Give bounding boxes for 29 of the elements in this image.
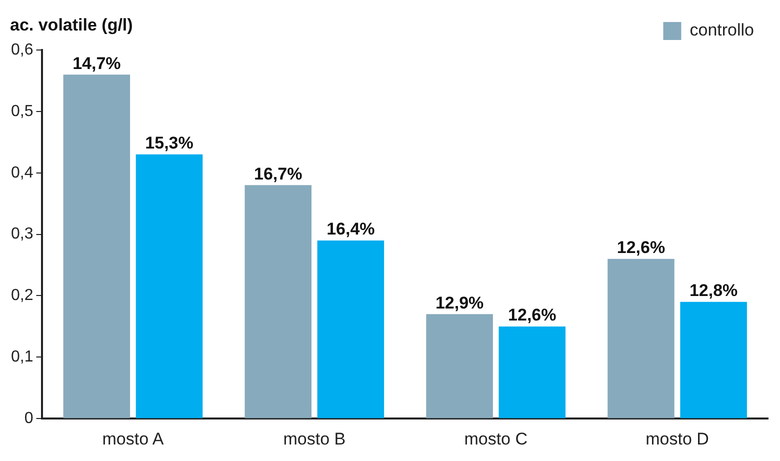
annotation: 15,3% — [145, 134, 194, 153]
bar — [136, 154, 203, 418]
bar — [426, 314, 493, 418]
y-tick-label: 0 — [24, 410, 34, 428]
bar — [498, 326, 566, 418]
x-tick-label: mosto D — [646, 429, 709, 448]
y-tick-label: 0,1 — [10, 348, 34, 366]
bar — [317, 240, 384, 418]
y-tick-label: 0,3 — [10, 226, 34, 243]
x-tick-label: mosto B — [283, 429, 346, 448]
bar — [244, 185, 312, 418]
y-tick-label: 0,2 — [10, 287, 34, 304]
annotation: 12,8% — [689, 281, 738, 300]
x-tick-label: mosto C — [464, 429, 528, 448]
annotation: 16,7% — [254, 164, 302, 184]
annotation: 12,6% — [616, 238, 666, 258]
y-tick-label: 0,6 — [10, 41, 34, 58]
x-tick-label: mosto A — [102, 429, 164, 448]
annotation: 12,9% — [435, 293, 484, 312]
y-tick-label: 0,5 — [10, 102, 34, 120]
y-tick-label: 0,4 — [10, 164, 34, 182]
annotation: 14,7% — [72, 54, 121, 73]
annotation: 12,6% — [508, 306, 556, 325]
bar — [63, 74, 130, 418]
y-axis-title: ac. volatile (g/l) — [10, 16, 133, 35]
legend-label: controllo — [690, 20, 754, 40]
annotation: 16,4% — [326, 220, 375, 239]
bar — [680, 302, 747, 418]
bar — [608, 258, 674, 418]
